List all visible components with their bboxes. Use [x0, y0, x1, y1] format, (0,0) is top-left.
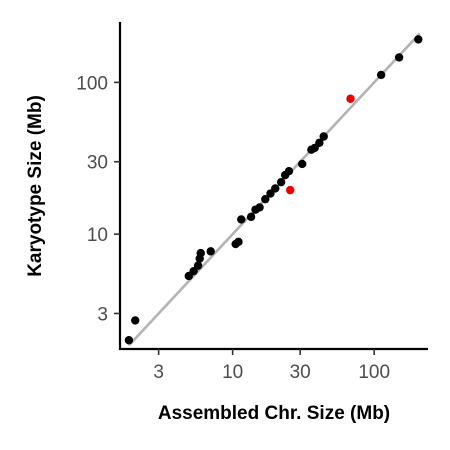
data-point-highlighted [346, 95, 354, 103]
y-tick-label: 100 [76, 73, 108, 94]
data-point [247, 213, 255, 221]
data-point [395, 53, 403, 61]
data-point [234, 238, 242, 246]
y-tick-label: 10 [87, 225, 108, 246]
data-point [131, 316, 139, 324]
data-point [320, 132, 328, 140]
x-axis-title: Assembled Chr. Size (Mb) [158, 403, 390, 424]
data-point [271, 184, 279, 192]
x-tick-label: 10 [222, 362, 243, 383]
x-tick-label: 3 [153, 362, 164, 383]
data-point [285, 167, 293, 175]
data-point [255, 203, 263, 211]
data-point [207, 247, 215, 255]
data-point [197, 249, 205, 257]
data-point-highlighted [286, 186, 294, 194]
data-point [377, 71, 385, 79]
y-tick-label: 30 [87, 153, 108, 174]
y-tick-label: 3 [97, 304, 108, 325]
data-point [125, 336, 133, 344]
data-point [194, 261, 202, 269]
data-point [237, 215, 245, 223]
x-tick-label: 100 [358, 362, 390, 383]
data-point [298, 160, 306, 168]
x-tick-label: 30 [290, 362, 311, 383]
data-point [414, 35, 422, 43]
y-axis-title: Karyotype Size (Mb) [25, 95, 46, 277]
data-point [277, 178, 285, 186]
